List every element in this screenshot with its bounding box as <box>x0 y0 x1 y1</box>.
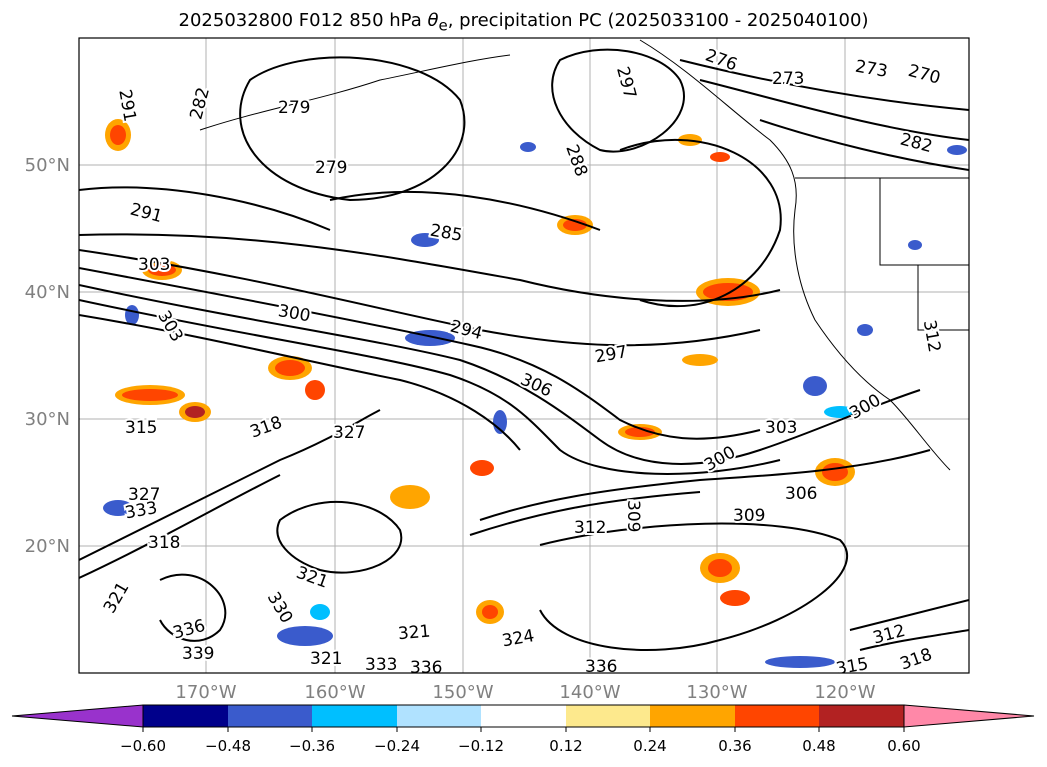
colorbar-tick-label: 0.24 <box>633 737 666 755</box>
colorbar-extend-max <box>903 704 1035 728</box>
lon-tick-label: 170°W <box>175 682 236 703</box>
contour-label: 333 <box>365 655 397 675</box>
contour-label: 306 <box>785 484 817 504</box>
colorbar-tick-label: −0.60 <box>120 737 166 755</box>
contour-label: 309 <box>733 506 765 526</box>
colorbar-tick-label: 0.36 <box>718 737 751 755</box>
contour-label: 303 <box>138 255 170 275</box>
lon-tick-label: 160°W <box>304 682 365 703</box>
colorbar-bin <box>312 705 397 727</box>
colorbar-bin <box>397 705 481 727</box>
contour-label: 321 <box>397 622 431 645</box>
contour-label: 273 <box>772 69 804 89</box>
coastlines <box>199 39 969 471</box>
chart-title: 2025032800 F012 850 hPa θe, precipitatio… <box>178 10 869 35</box>
colorbar-bin <box>735 705 819 727</box>
lat-tick-label: 20°N <box>25 536 70 557</box>
colorbar-tick-label: −0.36 <box>289 737 335 755</box>
map-frame <box>78 37 970 674</box>
lat-tick-label: 30°N <box>25 409 70 430</box>
colorbar-bin <box>228 705 312 727</box>
contour-label: 327 <box>333 423 365 443</box>
lon-tick-label: 140°W <box>559 682 620 703</box>
colorbar-tick-label: 0.12 <box>549 737 582 755</box>
theta-e-contours <box>79 48 969 651</box>
contour-label: 315 <box>125 418 157 438</box>
map-plot-area: 291 282 279 279 276 273 273 270 297 288 … <box>79 38 969 679</box>
colorbar-bin <box>650 705 735 727</box>
contour-label: 336 <box>410 658 442 678</box>
contour-label: 309 <box>623 500 643 532</box>
lon-tick-label: 150°W <box>432 682 493 703</box>
colorbar-tick-label: −0.12 <box>458 737 504 755</box>
contour-label: 318 <box>148 533 180 553</box>
contour-label: 303 <box>765 418 797 438</box>
contour-label: 339 <box>182 644 214 664</box>
colorbar-bin <box>481 705 566 727</box>
colorbar-extend-min <box>11 704 144 728</box>
colorbar-tick-label: 0.48 <box>802 737 835 755</box>
colorbar-bin <box>143 705 228 727</box>
lat-tick-label: 50°N <box>25 155 70 176</box>
contour-label: 336 <box>585 657 617 677</box>
contour-label: 321 <box>310 649 342 669</box>
contour-label: 279 <box>315 158 347 178</box>
lat-tick-label: 40°N <box>25 282 70 303</box>
contour-label: 327 <box>128 485 160 505</box>
colorbar: −0.60 −0.48 −0.36 −0.24 −0.12 0.12 0.24 … <box>11 704 1035 755</box>
contour-label: 312 <box>574 518 606 538</box>
contour-label: 279 <box>278 98 310 118</box>
lon-tick-label: 120°W <box>814 682 875 703</box>
colorbar-bin <box>819 705 904 727</box>
colorbar-tick-label: −0.48 <box>205 737 251 755</box>
colorbar-tick-label: 0.60 <box>887 737 920 755</box>
colorbar-tick-label: −0.24 <box>374 737 420 755</box>
graticule <box>79 38 969 673</box>
lon-tick-label: 130°W <box>686 682 747 703</box>
contour-label: 315 <box>834 654 869 679</box>
colorbar-bin <box>566 705 650 727</box>
